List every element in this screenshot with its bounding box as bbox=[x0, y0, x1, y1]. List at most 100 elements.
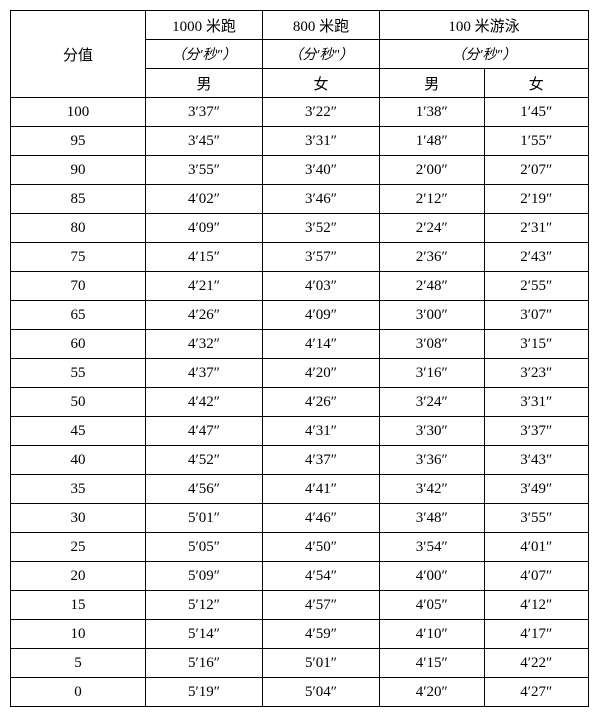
table-row: 754′15″3′57″2′36″2′43″ bbox=[11, 243, 589, 272]
run1000-cell: 4′52″ bbox=[146, 446, 263, 475]
table-row: 804′09″3′52″2′24″2′31″ bbox=[11, 214, 589, 243]
score-cell: 95 bbox=[11, 127, 146, 156]
run800-cell: 4′20″ bbox=[263, 359, 380, 388]
swim-female-cell: 3′55″ bbox=[484, 504, 589, 533]
score-cell: 75 bbox=[11, 243, 146, 272]
swim-male-cell: 2′24″ bbox=[380, 214, 485, 243]
swim-male-cell: 4′20″ bbox=[380, 678, 485, 707]
table-row: 704′21″4′03″2′48″2′55″ bbox=[11, 272, 589, 301]
run1000-cell: 5′12″ bbox=[146, 591, 263, 620]
table-row: 354′56″4′41″3′42″3′49″ bbox=[11, 475, 589, 504]
swim-male-cell: 4′10″ bbox=[380, 620, 485, 649]
score-cell: 85 bbox=[11, 185, 146, 214]
score-cell: 25 bbox=[11, 533, 146, 562]
score-cell: 70 bbox=[11, 272, 146, 301]
swim-male-cell: 2′00″ bbox=[380, 156, 485, 185]
run1000-cell: 5′05″ bbox=[146, 533, 263, 562]
run1000-cell: 4′37″ bbox=[146, 359, 263, 388]
run800-cell: 3′46″ bbox=[263, 185, 380, 214]
score-cell: 15 bbox=[11, 591, 146, 620]
run800-cell: 3′52″ bbox=[263, 214, 380, 243]
score-cell: 40 bbox=[11, 446, 146, 475]
score-header: 分值 bbox=[11, 11, 146, 98]
table-row: 903′55″3′40″2′00″2′07″ bbox=[11, 156, 589, 185]
score-cell: 0 bbox=[11, 678, 146, 707]
swim-female-cell: 4′22″ bbox=[484, 649, 589, 678]
run1000-cell: 4′09″ bbox=[146, 214, 263, 243]
swim-female-cell: 3′23″ bbox=[484, 359, 589, 388]
swim-female-cell: 2′31″ bbox=[484, 214, 589, 243]
run800-cell: 4′46″ bbox=[263, 504, 380, 533]
table-row: 305′01″4′46″3′48″3′55″ bbox=[11, 504, 589, 533]
swim-male-cell: 3′24″ bbox=[380, 388, 485, 417]
gender-swim-female: 女 bbox=[484, 69, 589, 98]
score-cell: 55 bbox=[11, 359, 146, 388]
table-row: 105′14″4′59″4′10″4′17″ bbox=[11, 620, 589, 649]
swim-female-cell: 4′01″ bbox=[484, 533, 589, 562]
swim-male-cell: 3′16″ bbox=[380, 359, 485, 388]
swim-male-cell: 4′00″ bbox=[380, 562, 485, 591]
run800-header: 800 米跑 bbox=[263, 11, 380, 40]
run800-cell: 4′50″ bbox=[263, 533, 380, 562]
table-row: 604′32″4′14″3′08″3′15″ bbox=[11, 330, 589, 359]
score-cell: 45 bbox=[11, 417, 146, 446]
run1000-cell: 5′01″ bbox=[146, 504, 263, 533]
table-row: 554′37″4′20″3′16″3′23″ bbox=[11, 359, 589, 388]
swim-female-cell: 4′17″ bbox=[484, 620, 589, 649]
swim-female-cell: 3′31″ bbox=[484, 388, 589, 417]
gender-run800: 女 bbox=[263, 69, 380, 98]
score-cell: 5 bbox=[11, 649, 146, 678]
unit-run1000: （分'秒"） bbox=[146, 40, 263, 69]
table-row: 205′09″4′54″4′00″4′07″ bbox=[11, 562, 589, 591]
swim-male-cell: 4′05″ bbox=[380, 591, 485, 620]
run1000-cell: 5′19″ bbox=[146, 678, 263, 707]
swim-female-cell: 2′19″ bbox=[484, 185, 589, 214]
swim-male-cell: 3′48″ bbox=[380, 504, 485, 533]
table-row: 05′19″5′04″4′20″4′27″ bbox=[11, 678, 589, 707]
score-standards-table: 分值 1000 米跑 800 米跑 100 米游泳 （分'秒"） （分'秒"） … bbox=[10, 10, 589, 707]
swim-female-cell: 3′43″ bbox=[484, 446, 589, 475]
table-row: 854′02″3′46″2′12″2′19″ bbox=[11, 185, 589, 214]
run1000-cell: 3′45″ bbox=[146, 127, 263, 156]
swim-male-cell: 3′42″ bbox=[380, 475, 485, 504]
score-cell: 20 bbox=[11, 562, 146, 591]
swim-female-cell: 2′55″ bbox=[484, 272, 589, 301]
table-row: 454′47″4′31″3′30″3′37″ bbox=[11, 417, 589, 446]
run1000-cell: 4′26″ bbox=[146, 301, 263, 330]
swim-female-cell: 3′07″ bbox=[484, 301, 589, 330]
header-row-1: 分值 1000 米跑 800 米跑 100 米游泳 bbox=[11, 11, 589, 40]
run800-cell: 4′37″ bbox=[263, 446, 380, 475]
run800-cell: 4′57″ bbox=[263, 591, 380, 620]
table-row: 255′05″4′50″3′54″4′01″ bbox=[11, 533, 589, 562]
gender-swim-male: 男 bbox=[380, 69, 485, 98]
swim-female-cell: 2′07″ bbox=[484, 156, 589, 185]
swim-male-cell: 3′08″ bbox=[380, 330, 485, 359]
table-row: 654′26″4′09″3′00″3′07″ bbox=[11, 301, 589, 330]
unit-swim100: （分'秒"） bbox=[380, 40, 589, 69]
swim-female-cell: 4′27″ bbox=[484, 678, 589, 707]
run800-cell: 4′03″ bbox=[263, 272, 380, 301]
run1000-cell: 4′15″ bbox=[146, 243, 263, 272]
run800-cell: 3′57″ bbox=[263, 243, 380, 272]
swim-male-cell: 1′38″ bbox=[380, 98, 485, 127]
score-cell: 10 bbox=[11, 620, 146, 649]
swim-female-cell: 2′43″ bbox=[484, 243, 589, 272]
run1000-cell: 4′47″ bbox=[146, 417, 263, 446]
run1000-cell: 4′56″ bbox=[146, 475, 263, 504]
swim-female-cell: 1′45″ bbox=[484, 98, 589, 127]
swim-female-cell: 3′15″ bbox=[484, 330, 589, 359]
run1000-cell: 5′14″ bbox=[146, 620, 263, 649]
run800-cell: 4′59″ bbox=[263, 620, 380, 649]
swim-female-cell: 4′12″ bbox=[484, 591, 589, 620]
run1000-cell: 3′55″ bbox=[146, 156, 263, 185]
run800-cell: 4′26″ bbox=[263, 388, 380, 417]
score-cell: 80 bbox=[11, 214, 146, 243]
swim-female-cell: 3′37″ bbox=[484, 417, 589, 446]
score-cell: 90 bbox=[11, 156, 146, 185]
swim-female-cell: 1′55″ bbox=[484, 127, 589, 156]
run800-cell: 3′31″ bbox=[263, 127, 380, 156]
score-cell: 60 bbox=[11, 330, 146, 359]
swim100-header: 100 米游泳 bbox=[380, 11, 589, 40]
run800-cell: 4′31″ bbox=[263, 417, 380, 446]
swim-male-cell: 2′36″ bbox=[380, 243, 485, 272]
